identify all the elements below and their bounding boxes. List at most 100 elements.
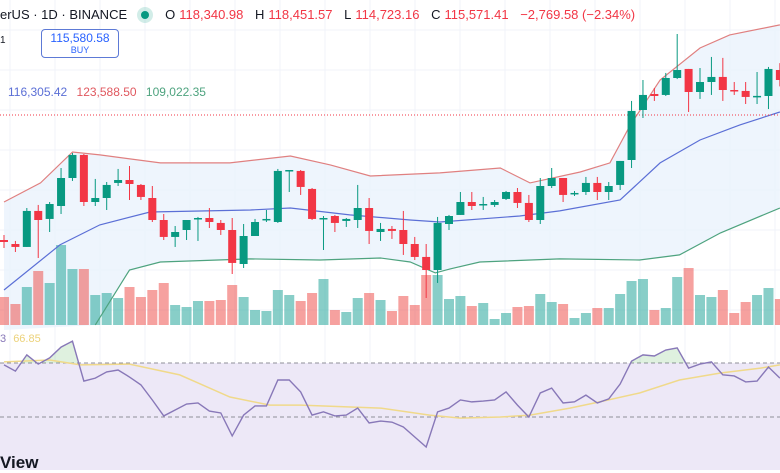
candle-body (456, 202, 465, 215)
candle-body (91, 198, 100, 202)
bollinger-legend: 116,305.42 123,588.50 109,022.35 (8, 85, 212, 99)
rsi-band-fill (0, 363, 780, 470)
candle-body (536, 186, 545, 220)
rsi-pane (0, 340, 780, 470)
candle-body (148, 198, 157, 220)
candle-body (205, 218, 214, 222)
volume-bar (752, 295, 763, 325)
volume-bar (215, 300, 226, 325)
candle-body (125, 180, 134, 184)
volume-bar (489, 319, 500, 325)
candle-body (159, 220, 168, 237)
candle-body (273, 170, 282, 222)
candle-body (319, 218, 328, 220)
rsi-line (3, 340, 780, 449)
volume-bar (717, 290, 728, 325)
volume-bar (443, 299, 454, 325)
volume-bar (592, 308, 603, 325)
close-label: C (431, 7, 441, 22)
buy-button[interactable]: 115,580.58 BUY (41, 29, 119, 58)
high-value: 118,451.57 (268, 7, 333, 22)
candle-body (171, 232, 180, 237)
candle-body (696, 82, 705, 92)
candle-body (593, 182, 602, 192)
candle-body (661, 78, 670, 95)
candle-body (467, 202, 476, 206)
volume-bar (284, 295, 295, 325)
candle-body (627, 110, 636, 160)
candle-body (399, 230, 408, 244)
candle-body (513, 192, 522, 203)
candle-body (376, 228, 385, 232)
volume-bar (740, 302, 751, 325)
candle-body (68, 154, 77, 178)
bb-lower-value: 109,022.35 (145, 85, 206, 99)
volume-bar (455, 296, 466, 325)
volume-bar (238, 297, 249, 325)
volume-bar (158, 283, 169, 325)
volume-bar (512, 307, 523, 325)
volume-bar (375, 300, 386, 325)
candle-body (616, 160, 625, 185)
volume-bar (558, 304, 569, 325)
candle-body (570, 192, 579, 195)
candle-body (673, 70, 682, 78)
candle-body (387, 228, 396, 231)
bollinger-fill (4, 24, 780, 331)
volume-bar (774, 299, 780, 325)
candle-body (216, 222, 225, 230)
candle-body (182, 220, 191, 230)
volume-bar (204, 301, 215, 325)
volume-bar (101, 293, 112, 325)
volume-bar (546, 302, 557, 325)
buy-price: 115,580.58 (50, 31, 110, 45)
volume-bar (421, 275, 432, 325)
chart-header: erUS · 1D · BINANCE O 118,340.98 H 118,451… (0, 7, 639, 22)
volume-bar (0, 297, 9, 325)
volume-bar (135, 297, 146, 325)
candle-body (604, 186, 613, 192)
market-status-icon (141, 10, 150, 19)
volume-bar (170, 305, 181, 325)
candle-body (114, 180, 123, 183)
tradingview-watermark: View (0, 453, 39, 472)
volume-bar (318, 279, 329, 325)
candle-body (764, 68, 773, 96)
rsi-ma-value: 66.85 (13, 333, 41, 345)
volume-bar (192, 301, 203, 325)
candle-body (479, 204, 488, 206)
volume-bar (78, 269, 89, 325)
candle-body (0, 240, 8, 242)
volume-bar (261, 311, 272, 325)
candle-body (524, 202, 533, 220)
volume-bar (329, 310, 340, 325)
volume-bar (398, 296, 409, 325)
candle-body (296, 170, 305, 187)
candle-body (45, 204, 54, 219)
volume-bar (615, 294, 626, 325)
change-value: −2,769.58 (−2.34%) (520, 7, 636, 22)
low-value: 114,723.16 (355, 7, 420, 22)
volume-bar (706, 297, 717, 325)
candle-body (136, 184, 145, 197)
volume-bar (295, 301, 306, 325)
candle-body (11, 244, 20, 247)
candle-body (444, 216, 453, 224)
candles (0, 34, 780, 298)
volume-bar (763, 288, 774, 325)
symbol-label[interactable]: erUS · 1D · BINANCE (0, 7, 128, 22)
high-label: H (255, 7, 265, 22)
volume-bar (432, 275, 443, 325)
volume-bar (250, 310, 261, 325)
open-value: 118,340.98 (179, 7, 244, 22)
volume-bar (466, 306, 477, 325)
candle-body (433, 222, 442, 270)
volume-bar (660, 308, 671, 325)
volume-bar (672, 277, 683, 325)
volume-bars (0, 245, 780, 325)
candle-body (308, 188, 317, 219)
candle-body (730, 90, 739, 92)
volume-bar (181, 307, 192, 325)
volume-bar (10, 304, 21, 325)
